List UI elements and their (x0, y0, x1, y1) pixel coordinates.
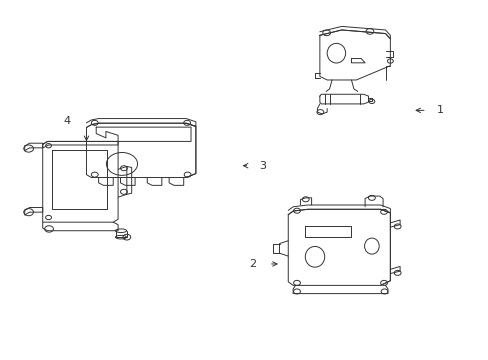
Text: 3: 3 (259, 161, 265, 171)
Text: 2: 2 (249, 259, 256, 269)
Text: 1: 1 (436, 105, 443, 115)
Text: 4: 4 (63, 116, 70, 126)
